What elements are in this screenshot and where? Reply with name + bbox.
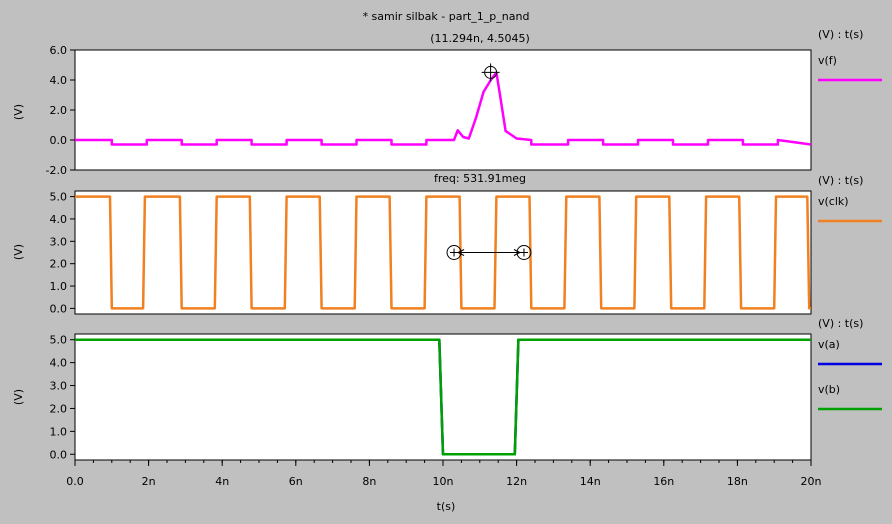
- y-tick-label: 4.0: [50, 213, 68, 226]
- y-tick-label: 5.0: [50, 334, 68, 347]
- panel-header: (V) : t(s): [818, 317, 863, 330]
- panel-vf: -2.0 0.0 2.0 4.0 6.0 (V) (V) : t(s) (11.294n, 4…: [12, 28, 882, 177]
- legend-label[interactable]: v(b): [818, 383, 840, 396]
- trace-vb: [75, 338, 811, 456]
- legend-label[interactable]: v(f): [818, 54, 837, 67]
- y-tick-label: 4.0: [50, 74, 68, 87]
- y-tick-label: 3.0: [50, 380, 68, 393]
- y-tick-label: 0.0: [50, 448, 68, 461]
- y-tick-label: 0.0: [50, 302, 68, 315]
- x-tick-label: 14n: [580, 475, 601, 488]
- panel-annotation: freq: 531.91meg: [434, 172, 526, 185]
- x-tick-label: 8n: [362, 475, 376, 488]
- panel-header: (V) : t(s): [818, 174, 863, 187]
- y-tick-label: 5.0: [50, 191, 68, 204]
- y-axis-label: (V): [12, 389, 25, 405]
- x-tick-label: 20n: [801, 475, 822, 488]
- x-tick-label: 16n: [653, 475, 674, 488]
- x-tick-label: 6n: [289, 475, 303, 488]
- arrow-head-right: [513, 249, 522, 256]
- y-tick-label: 4.0: [50, 357, 68, 370]
- panel-annotation: (11.294n, 4.5045): [430, 32, 530, 45]
- y-axis-label: (V): [12, 104, 25, 120]
- y-tick-label: 2.0: [50, 402, 68, 415]
- window-title: * samir silbak - part_1_p_nand: [363, 10, 530, 23]
- panel-va-vb: 0.0 1.0 2.0 3.0 4.0 5.0 (V) (V) : t(s) v(a) v(b) 0…: [12, 317, 882, 513]
- x-tick-label: 0.0: [66, 475, 84, 488]
- y-axis-label: (V): [12, 244, 25, 260]
- plot-area: [74, 190, 812, 315]
- panel-header: (V) : t(s): [818, 28, 863, 41]
- y-tick-label: 2.0: [50, 258, 68, 271]
- legend-label[interactable]: v(a): [818, 338, 840, 351]
- x-tick-label: 2n: [142, 475, 156, 488]
- x-axis-label: t(s): [437, 500, 456, 513]
- measure-cursor-left[interactable]: [446, 245, 462, 260]
- y-tick-label: 0.0: [50, 134, 68, 147]
- y-tick-label: -2.0: [46, 164, 67, 177]
- panel-vclk: 0.0 1.0 2.0 3.0 4.0 5.0 (V) (V) : t(s) freq: 531…: [12, 172, 882, 315]
- x-tick-label: 18n: [727, 475, 748, 488]
- x-tick-label: 4n: [215, 475, 229, 488]
- x-tick-label: 10n: [433, 475, 454, 488]
- legend-label[interactable]: v(clk): [818, 195, 849, 208]
- y-tick-label: 1.0: [50, 425, 68, 438]
- x-tick-label: 12n: [506, 475, 527, 488]
- y-tick-label: 1.0: [50, 280, 68, 293]
- trace-vf: [75, 71, 812, 146]
- y-tick-label: 6.0: [50, 44, 68, 57]
- arrow-head-left: [456, 249, 465, 256]
- y-tick-label: 2.0: [50, 104, 68, 117]
- measure-cursor-right[interactable]: [516, 245, 532, 260]
- y-tick-label: 3.0: [50, 235, 68, 248]
- plot-area: [74, 49, 812, 171]
